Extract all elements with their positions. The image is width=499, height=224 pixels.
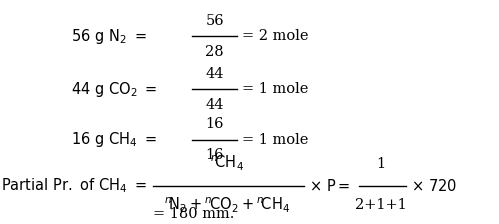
- Text: $16\ \mathrm{g\ CH}_4\ =\ $: $16\ \mathrm{g\ CH}_4\ =\ $: [71, 130, 157, 149]
- Text: 1: 1: [376, 157, 386, 171]
- Text: 44: 44: [206, 97, 224, 112]
- Text: $\times\ \mathrm{P} =$: $\times\ \mathrm{P} =$: [309, 178, 350, 194]
- Text: = 1 mole: = 1 mole: [242, 133, 308, 147]
- Text: $56\ \mathrm{g\ N}_2\ =\ $: $56\ \mathrm{g\ N}_2\ =\ $: [71, 27, 147, 46]
- Text: 44: 44: [206, 67, 224, 81]
- Text: = 2 mole: = 2 mole: [242, 30, 308, 43]
- Text: $\mathrm{Partial\ Pr.\ of\ CH}_4\ =$: $\mathrm{Partial\ Pr.\ of\ CH}_4\ =$: [1, 176, 147, 195]
- Text: = 1 mole: = 1 mole: [242, 82, 308, 96]
- Text: $\times\ 720$: $\times\ 720$: [411, 178, 457, 194]
- Text: 16: 16: [206, 148, 224, 162]
- Text: 28: 28: [206, 45, 224, 59]
- Text: = 180 mm.: = 180 mm.: [153, 207, 234, 221]
- Text: ${}^{n}\!\mathrm{CH}_4$: ${}^{n}\!\mathrm{CH}_4$: [210, 154, 244, 173]
- Text: 56: 56: [206, 14, 224, 28]
- Text: $44\ \mathrm{g\ CO}_2\ =\ $: $44\ \mathrm{g\ CO}_2\ =\ $: [71, 80, 157, 99]
- Text: ${}^{n}\!\mathrm{N}_2 + {}^{n}\!\mathrm{CO}_2 + {}^{n}\!\mathrm{CH}_4$: ${}^{n}\!\mathrm{N}_2 + {}^{n}\!\mathrm{…: [164, 196, 290, 215]
- Text: 2+1+1: 2+1+1: [355, 198, 407, 212]
- Text: 16: 16: [206, 117, 224, 131]
